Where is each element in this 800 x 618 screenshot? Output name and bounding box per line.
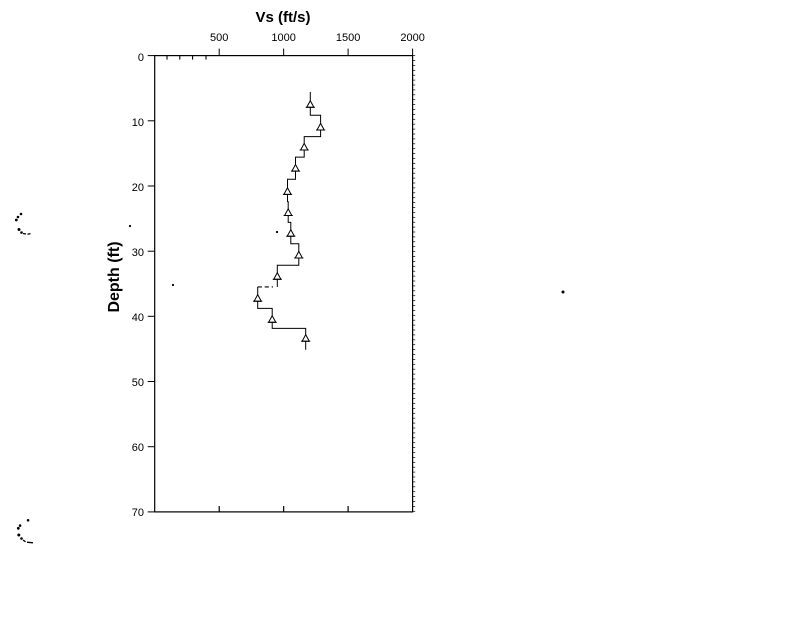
svg-text:1000: 1000 [271,32,295,44]
svg-text:2000: 2000 [400,32,424,44]
svg-text:70: 70 [132,507,144,519]
svg-text:20: 20 [132,182,144,194]
svg-text:50: 50 [132,377,144,389]
svg-text:10: 10 [132,117,144,129]
svg-text:30: 30 [132,247,144,259]
svg-text:40: 40 [132,312,144,324]
svg-text:60: 60 [132,442,144,454]
svg-text:0: 0 [138,52,144,64]
svg-text:500: 500 [210,32,228,44]
svg-text:Depth (ft): Depth (ft) [106,241,123,312]
svg-text:Vs (ft/s): Vs (ft/s) [255,9,310,26]
svg-text:1500: 1500 [336,32,360,44]
